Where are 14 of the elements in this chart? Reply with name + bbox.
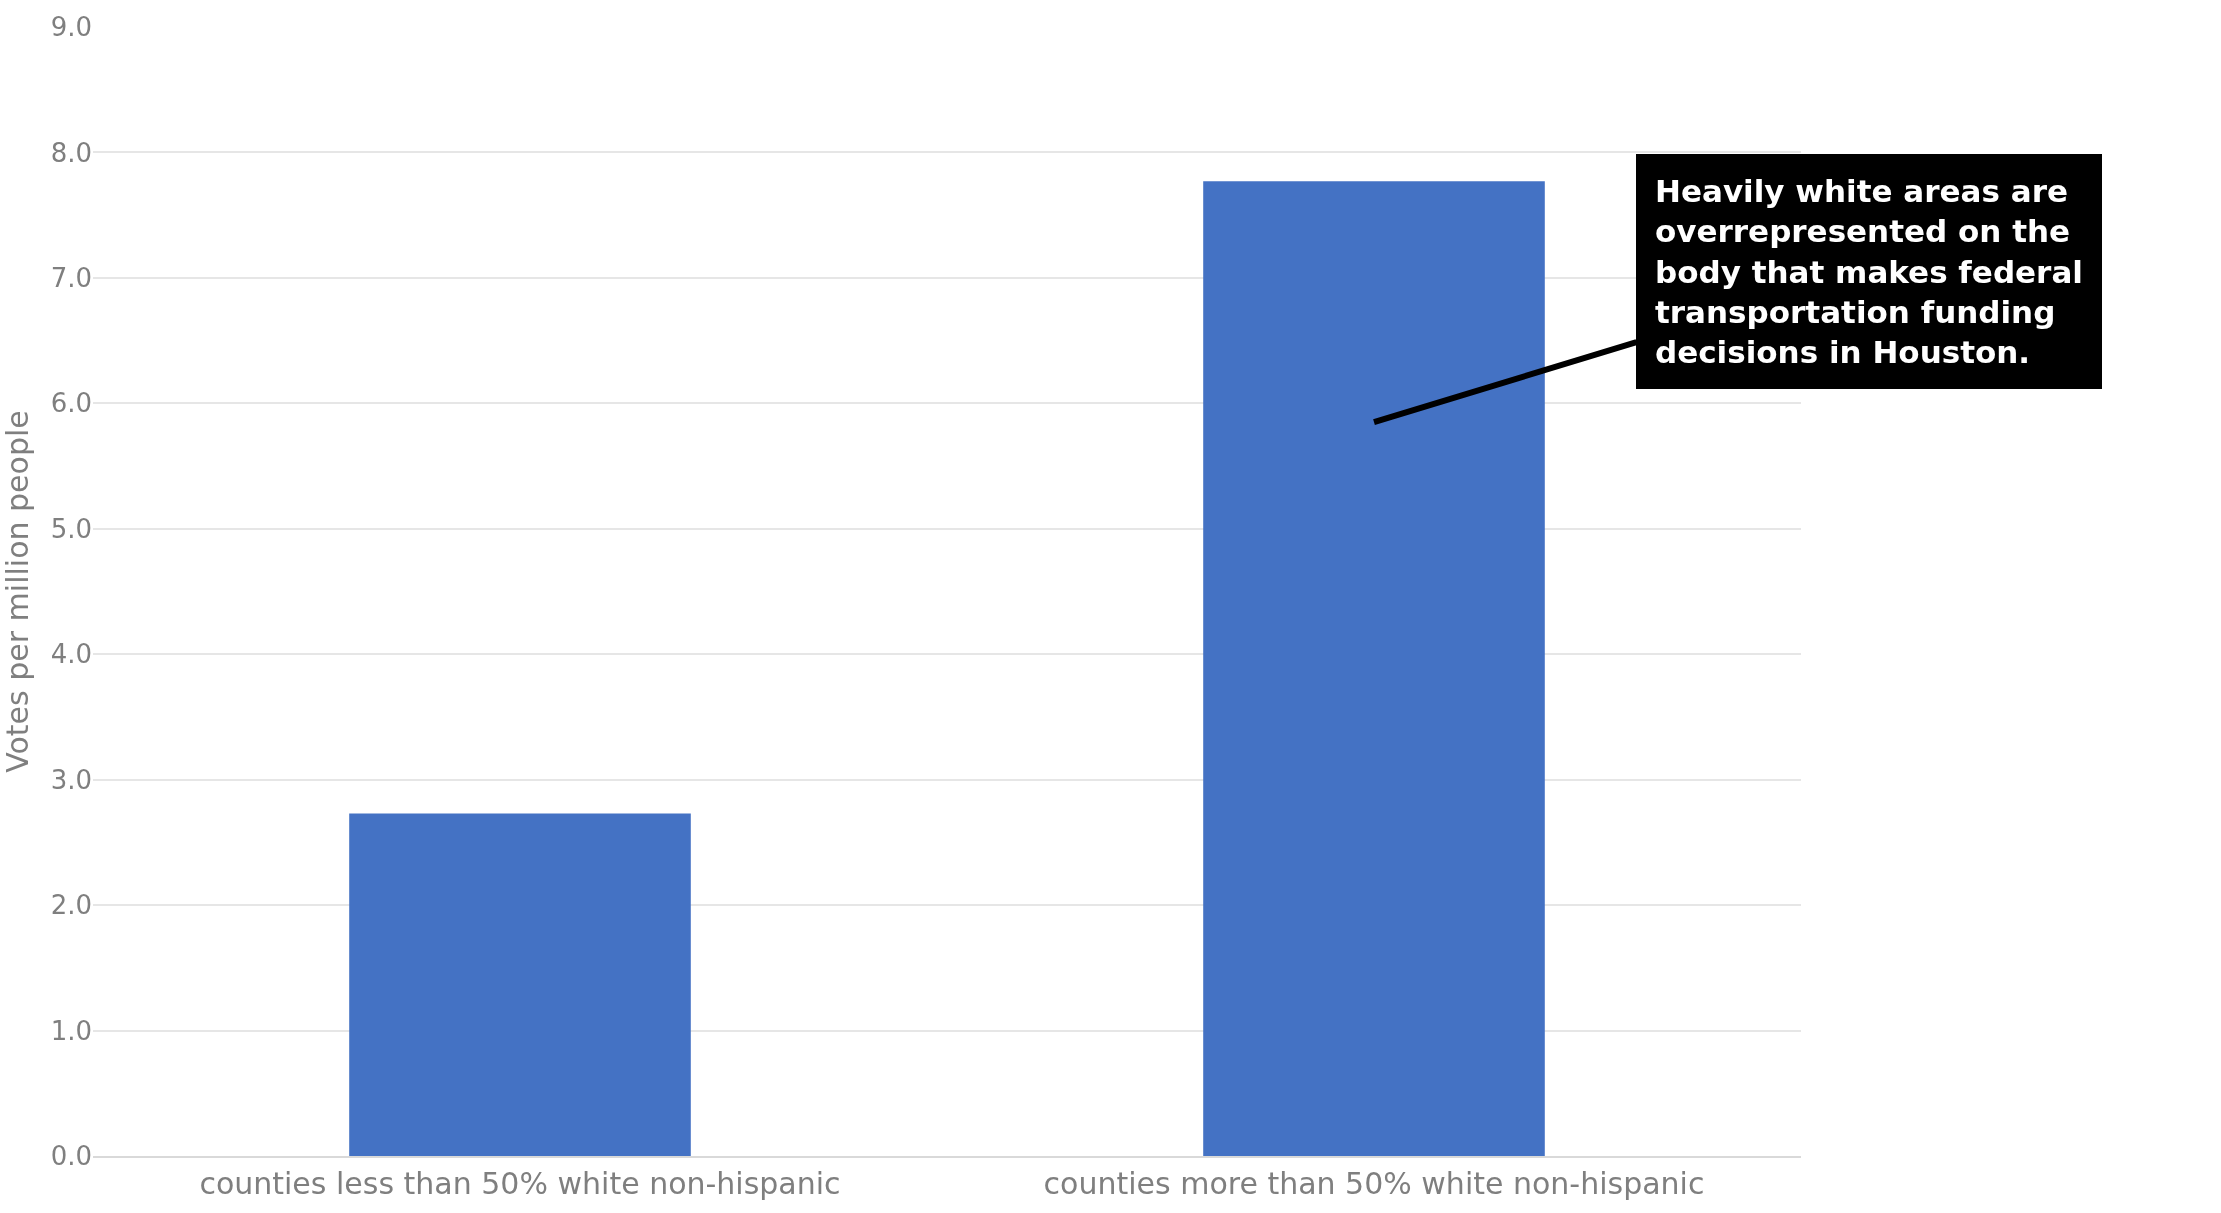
- y-tick-label: 5.0: [50, 513, 92, 544]
- y-tick-label: 8.0: [50, 137, 92, 168]
- y-tick-label: 0.0: [50, 1141, 92, 1172]
- x-tick-label: counties more than 50% white non-hispanic: [1043, 1166, 1705, 1201]
- y-tick-label: 6.0: [50, 388, 92, 419]
- annotation: Heavily white areas are overrepresented on the body that makes federal transportation funding decisions in Houston.: [1655, 173, 2083, 371]
- y-tick-label: 1.0: [50, 1015, 92, 1046]
- y-tick-label: 9.0: [50, 12, 92, 43]
- x-tick-label: counties less than 50% white non-hispanic: [199, 1166, 841, 1201]
- y-tick-label: 3.0: [50, 764, 92, 795]
- y-tick-label: 4.0: [50, 639, 92, 670]
- y-tick-label: 2.0: [50, 890, 92, 921]
- y-tick-label: 7.0: [50, 262, 92, 293]
- y-axis-title: Votes per million people: [0, 410, 35, 773]
